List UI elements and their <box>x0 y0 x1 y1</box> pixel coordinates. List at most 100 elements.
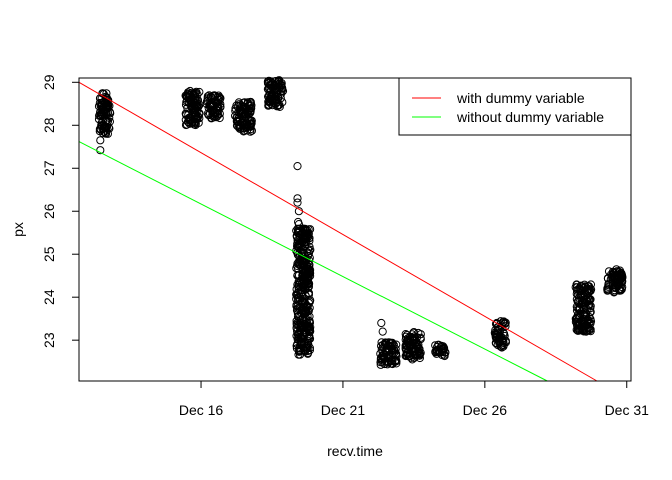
data-point <box>267 99 276 109</box>
data-point <box>299 273 308 282</box>
data-point <box>296 295 305 304</box>
y-tick-label: 24 <box>41 289 57 305</box>
data-point <box>300 257 309 266</box>
data-point <box>434 340 443 349</box>
x-axis: Dec 16 Dec 21 Dec 26 Dec 31 <box>179 381 649 418</box>
data-point <box>616 271 625 280</box>
data-point <box>203 109 212 118</box>
data-point <box>301 229 311 238</box>
data-point <box>603 286 612 295</box>
data-point <box>584 301 593 310</box>
data-point <box>416 333 425 342</box>
data-point <box>234 98 243 107</box>
data-point <box>302 225 312 235</box>
data-point <box>298 321 307 330</box>
data-point <box>586 280 596 289</box>
data-point <box>410 353 419 362</box>
data-point <box>300 283 310 292</box>
data-point <box>301 237 310 246</box>
data-point <box>575 303 584 312</box>
data-point <box>301 309 310 318</box>
data-point <box>298 334 307 343</box>
data-point <box>306 245 315 254</box>
legend-box <box>398 77 632 136</box>
data-point <box>402 340 411 349</box>
y-axis-title: px <box>10 222 26 237</box>
x-tick-label: Dec 21 <box>321 402 366 418</box>
y-tick-label: 28 <box>41 117 57 133</box>
data-point <box>301 239 310 249</box>
data-point <box>414 346 423 355</box>
data-point <box>209 101 218 110</box>
x-axis-title: recv.time <box>327 443 383 459</box>
data-point <box>585 296 595 305</box>
data-point <box>239 98 248 107</box>
data-point <box>245 119 255 128</box>
data-point <box>293 304 302 313</box>
fit-lines <box>78 81 598 382</box>
data-point <box>401 332 411 341</box>
y-tick-label: 25 <box>41 246 57 262</box>
legend-label-without-dummy: without dummy variable <box>456 109 604 125</box>
data-point <box>606 275 615 284</box>
data-point <box>303 349 312 358</box>
data-point <box>97 118 106 128</box>
data-point <box>303 322 312 332</box>
y-axis: 23 24 25 26 27 28 29 <box>41 74 79 348</box>
data-point <box>304 249 313 258</box>
data-point <box>202 100 211 109</box>
data-point <box>496 333 505 342</box>
data-point <box>382 339 391 348</box>
data-point <box>304 282 313 291</box>
data-point <box>184 110 193 120</box>
data-point <box>386 342 395 351</box>
data-point <box>98 110 107 119</box>
data-point <box>497 321 506 330</box>
data-point <box>617 277 627 287</box>
data-point <box>211 91 220 100</box>
data-point <box>377 341 386 351</box>
data-point <box>431 347 440 356</box>
data-point <box>275 102 284 112</box>
data-point <box>237 119 246 128</box>
data-point <box>293 198 302 207</box>
data-point <box>390 348 399 357</box>
data-point <box>575 319 584 328</box>
data-point <box>97 99 106 108</box>
data-point <box>573 297 582 306</box>
data-point <box>572 286 582 295</box>
data-point <box>193 90 202 99</box>
data-point <box>497 341 507 350</box>
data-point <box>306 225 315 234</box>
data-point <box>242 120 251 129</box>
data-point <box>298 271 307 280</box>
data-point <box>303 346 312 356</box>
data-point <box>384 354 393 363</box>
data-point <box>579 326 588 335</box>
data-point <box>266 81 275 90</box>
data-point <box>293 194 302 203</box>
data-point <box>294 220 303 229</box>
data-point <box>376 360 385 369</box>
data-point <box>207 102 217 111</box>
data-point <box>241 112 251 121</box>
data-point <box>402 351 411 360</box>
data-point <box>96 136 105 145</box>
data-point <box>101 128 110 137</box>
data-point <box>182 93 191 102</box>
data-point <box>102 89 111 98</box>
data-point <box>296 283 305 292</box>
data-point <box>416 330 425 339</box>
data-point <box>603 284 612 293</box>
data-point <box>293 162 302 171</box>
data-point <box>100 108 109 117</box>
data-point <box>579 320 589 329</box>
data-point <box>231 104 240 113</box>
data-point <box>385 350 394 359</box>
data-point <box>585 282 594 291</box>
data-point <box>102 103 111 112</box>
data-point <box>497 343 506 352</box>
data-point <box>579 291 588 301</box>
data-point <box>380 354 389 363</box>
fit-line-with-dummy <box>78 81 598 382</box>
